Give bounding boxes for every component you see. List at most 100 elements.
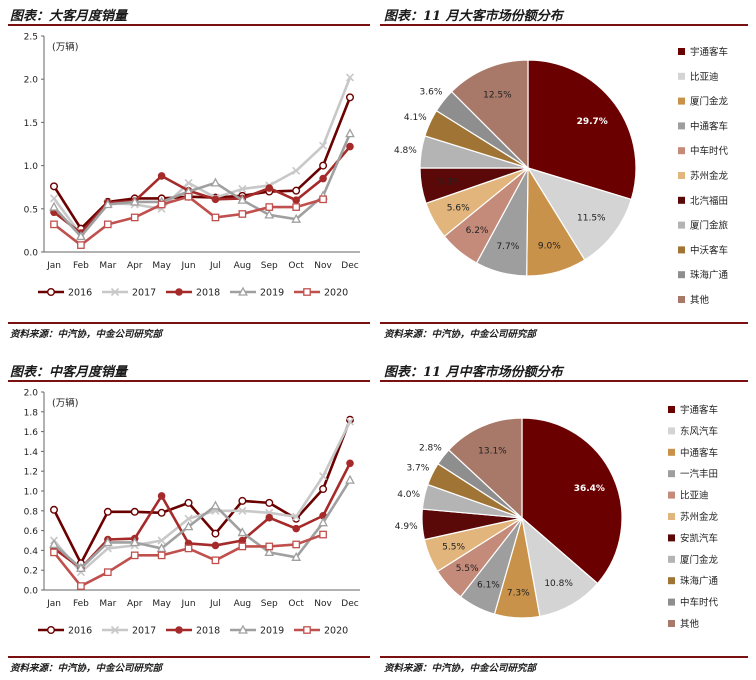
data-point <box>157 551 166 560</box>
legend-item-2016: 2016 <box>38 626 92 637</box>
data-point <box>49 194 59 203</box>
data-point <box>184 544 193 553</box>
legend-item-2017: 2017 <box>102 626 156 637</box>
data-point <box>319 530 327 539</box>
data-point <box>129 196 140 206</box>
data-point <box>211 213 220 222</box>
y-tick-label: 0.0 <box>24 249 39 259</box>
legend-swatch <box>678 221 685 229</box>
line-chart-medium-bus: 0.0 0.2 0.4 0.6 0.8 1.0 1.2 1.4 1.6 1.8 2.0 Jan Feb M… <box>24 389 360 637</box>
data-point <box>47 625 56 634</box>
legend-swatch <box>668 598 675 606</box>
data-point <box>292 512 301 521</box>
legend-label: 一汽丰田 <box>680 468 718 480</box>
title-rule <box>8 380 370 382</box>
legend-label: 中车时代 <box>680 597 719 609</box>
data-label: 12.5% <box>483 91 512 101</box>
data-point <box>103 507 112 516</box>
pie-chart-large-bus: 29.7% 11.5% 9.0% 7.7% 6.2% 5.6% 5.3% 4.8% 4.1% 3.… <box>394 46 729 306</box>
y-tick-label: 1.0 <box>24 488 39 498</box>
legend-swatch <box>678 48 685 55</box>
legend-label: 2017 <box>132 626 156 637</box>
x-tick-label: Nov <box>314 261 332 271</box>
legend-label: 珠海广通 <box>690 269 729 281</box>
data-label: 7.3% <box>507 588 530 598</box>
data-point <box>265 513 274 522</box>
data-point <box>47 288 56 297</box>
data-point <box>110 287 120 297</box>
source-note: 资料来源：中汽协，中金公司研究部 <box>384 329 537 340</box>
x-tick-label: Dec <box>341 599 358 609</box>
data-point <box>211 195 220 204</box>
x-tick-label: Aug <box>234 261 252 271</box>
data-point <box>102 537 113 547</box>
data-point <box>157 536 166 545</box>
data-point <box>184 178 193 187</box>
line-chart-large-bus: 0.0 0.5 1.0 1.5 2.0 2.5 Jan Feb Mar Apr May Jun Jul A… <box>24 33 360 299</box>
legend-label: 中沃客车 <box>690 244 728 256</box>
x-tick-label: Jan <box>46 261 61 271</box>
legend-item-2019: 2019 <box>230 286 284 299</box>
legend-item-2017: 2017 <box>102 288 156 299</box>
x-tick-label: Mar <box>99 599 116 609</box>
data-point <box>264 547 275 557</box>
data-point <box>319 472 328 481</box>
data-point <box>130 551 139 560</box>
data-point <box>211 529 220 538</box>
x-tick-label: Oct <box>288 261 304 271</box>
pie-slice <box>521 516 599 618</box>
data-point <box>345 128 355 138</box>
data-point <box>238 184 247 193</box>
y-tick-label: 2.5 <box>24 33 38 43</box>
data-point <box>210 177 221 187</box>
data-point <box>292 524 300 533</box>
data-point <box>265 542 274 551</box>
x-tick-label: May <box>152 599 171 609</box>
series-2019 <box>49 474 355 572</box>
legend-label: 2016 <box>68 288 92 299</box>
data-point <box>77 241 85 249</box>
legend-swatch <box>668 513 675 520</box>
series-2020 <box>50 530 327 590</box>
legend-item-2018: 2018 <box>166 288 220 299</box>
data-point <box>319 161 328 170</box>
title-rule <box>380 24 748 26</box>
data-point <box>175 288 183 296</box>
legend-swatch <box>668 620 675 627</box>
data-point <box>292 166 301 175</box>
data-point <box>50 548 58 557</box>
y-tick-label: 1.5 <box>24 119 38 129</box>
data-point <box>264 209 275 219</box>
legend-label: 宇通客车 <box>690 46 728 58</box>
series-2020 <box>50 192 327 249</box>
data-point <box>291 213 302 223</box>
data-point <box>265 203 274 211</box>
data-point <box>77 582 85 590</box>
data-point <box>237 527 248 537</box>
legend-label: 2019 <box>260 626 284 637</box>
legend-label: 2018 <box>196 626 220 637</box>
data-label: 7.7% <box>496 242 519 252</box>
x-tick-label: Apr <box>127 261 143 271</box>
data-point <box>319 174 327 183</box>
data-point <box>210 500 221 510</box>
chart-title-medium-bus-monthly: 图表：中客月度销量 <box>10 365 128 380</box>
x-tick-label: Mar <box>99 261 116 271</box>
data-point <box>345 417 355 426</box>
unit-label: (万辆) <box>52 397 78 409</box>
data-point <box>49 201 59 211</box>
source-note: 资料来源：中汽协，中金公司研究部 <box>10 663 163 674</box>
data-point <box>184 514 193 523</box>
pie-chart-medium-bus: 36.4% 10.8% 7.3% 6.1% 5.5% 5.5% 4.9% 4.0% 3.7% 2.… <box>395 404 719 630</box>
pie-slice <box>527 59 637 201</box>
source-rule <box>8 656 370 658</box>
source-note: 资料来源：中汽协，中金公司研究部 <box>10 329 163 340</box>
data-point <box>319 195 327 204</box>
data-point <box>50 182 59 191</box>
legend-label: 2016 <box>68 626 92 637</box>
legend-swatch <box>668 470 675 478</box>
data-point <box>238 506 247 515</box>
legend-swatch <box>678 122 685 130</box>
data-point <box>157 492 166 500</box>
source-rule <box>380 322 748 324</box>
